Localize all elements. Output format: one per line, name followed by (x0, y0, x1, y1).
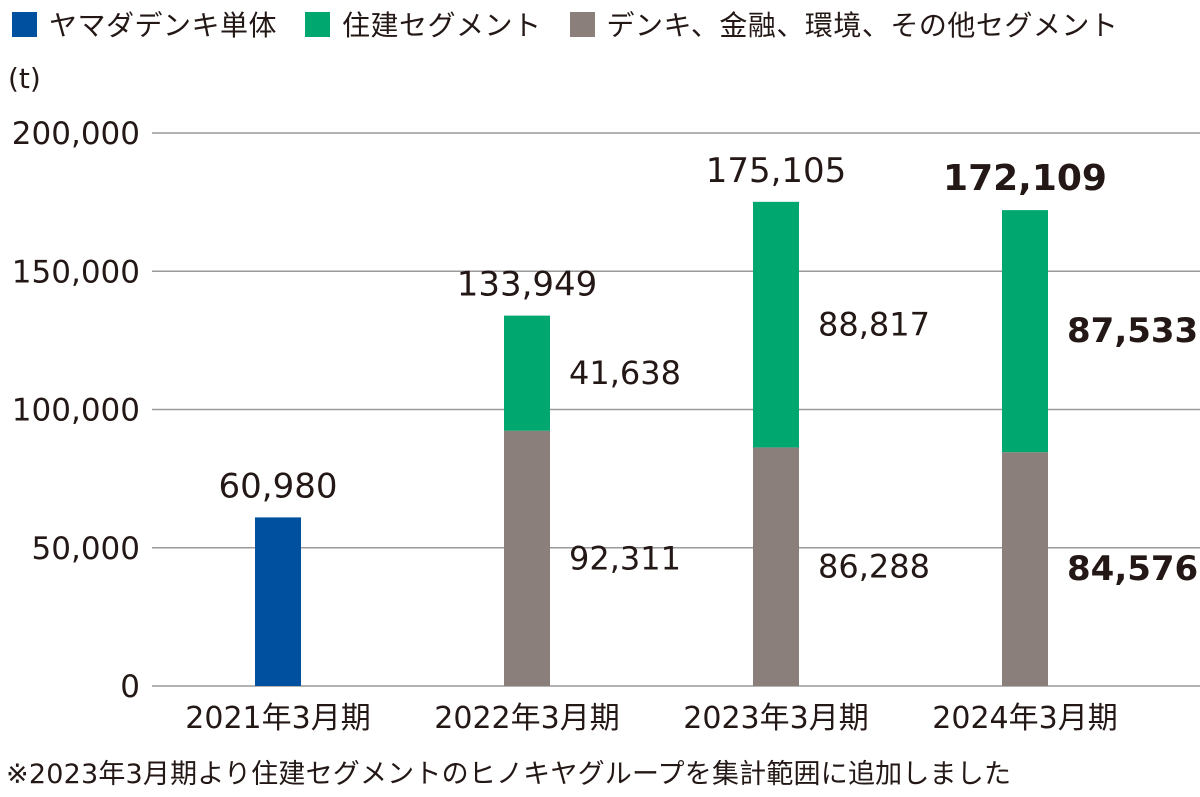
y-tick-label: 100,000 (12, 393, 140, 429)
total-value-label: 133,949 (457, 265, 598, 305)
footnote: ※2023年3月期より住建セグメントのヒノキヤグループを集計範囲に追加しました (6, 759, 1012, 790)
data-labels: 60,980 92,311 41,638 133,949 86,288 88,817 175… (219, 151, 1199, 589)
total-value-label: 60,980 (219, 466, 338, 506)
legend-item-yamada: ヤマダデンキ単体 (12, 4, 277, 44)
segment-value-label: 92,311 (569, 539, 681, 577)
y-tick-label: 0 (120, 669, 140, 705)
bar-segment (255, 517, 301, 686)
y-tick-label: 50,000 (32, 531, 140, 567)
x-tick-label: 2021年3月期 (185, 701, 370, 736)
y-tick-labels: 0 50,000 100,000 150,000 200,000 (12, 116, 140, 705)
x-tick-label: 2022年3月期 (434, 701, 619, 736)
y-tick-label: 200,000 (12, 116, 140, 152)
legend-item-housing: 住建セグメント (305, 4, 542, 44)
total-value-label: 172,109 (943, 158, 1107, 199)
legend-item-other: デンキ、金融、環境、その他セグメント (569, 4, 1119, 44)
legend-swatch-other (569, 11, 595, 37)
total-value-label: 175,105 (706, 151, 847, 191)
unit-label: (t) (8, 62, 41, 95)
legend-swatch-yamada (12, 11, 37, 37)
segment-value-label: 87,533 (1067, 311, 1198, 351)
legend-swatch-housing (305, 11, 331, 37)
bar-segment (753, 447, 799, 686)
legend-label-yamada: ヤマダデンキ単体 (49, 9, 278, 42)
y-tick-label: 150,000 (12, 254, 140, 290)
legend-label-housing: 住建セグメント (342, 9, 542, 42)
segment-value-label: 84,576 (1067, 549, 1198, 589)
segment-value-label: 41,638 (569, 354, 681, 392)
legend: ヤマダデンキ単体 住建セグメント デンキ、金融、環境、その他セグメント (12, 4, 1118, 44)
x-tick-label: 2023年3月期 (683, 701, 868, 736)
x-tick-label: 2024年3月期 (932, 701, 1117, 736)
bar-segment (1002, 452, 1048, 686)
segment-value-label: 86,288 (818, 548, 930, 586)
legend-label-other: デンキ、金融、環境、その他セグメント (606, 9, 1119, 42)
bar-segment (753, 201, 799, 448)
segment-value-label: 88,817 (818, 306, 930, 344)
x-tick-labels: 2021年3月期 2022年3月期 2023年3月期 2024年3月期 (185, 701, 1117, 736)
bar-segment (1002, 210, 1048, 453)
bar-segment (504, 430, 550, 686)
bars (255, 201, 1048, 686)
bar-segment (504, 315, 550, 431)
